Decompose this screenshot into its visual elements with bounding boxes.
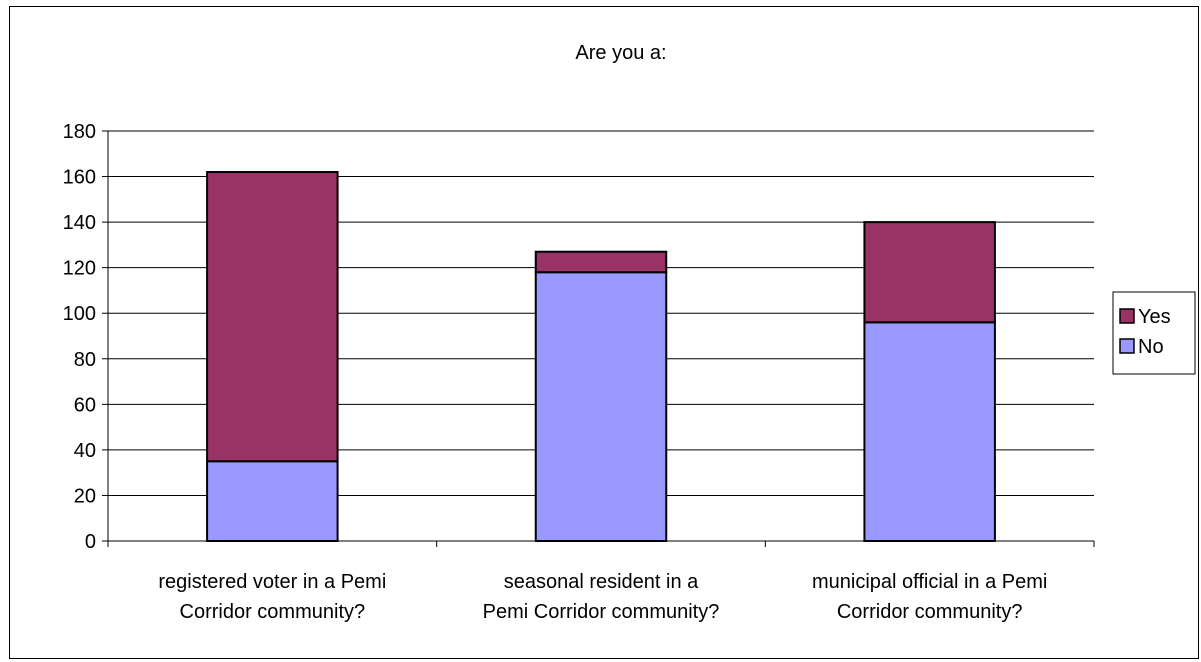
y-tick-label: 0 [85,531,96,553]
bar-yes [863,221,996,324]
bar-yes [206,171,339,463]
legend: Yes No [1112,291,1196,375]
y-tick-label: 40 [74,440,96,462]
x-category-label: municipal official in a Pemi Corridor com… [812,571,1047,623]
legend-swatch-yes [1119,308,1135,324]
legend-box [1112,291,1196,375]
y-tick-label: 180 [63,121,96,143]
y-tick-label: 60 [74,394,96,416]
bar-no [534,271,668,542]
bar-no [206,460,339,542]
y-tick-label: 120 [63,258,96,280]
bars [206,171,996,543]
y-tick-label: 80 [74,349,96,371]
y-tick-label: 140 [63,212,96,234]
legend-label-yes: Yes [1138,306,1171,328]
legend-swatch-no [1119,338,1135,354]
labels: 0 20 40 60 80 100 120 140 160 180 registered voter… [63,121,1048,623]
bar-no [863,321,996,543]
bar-yes [534,250,668,274]
chart-title: Are you a: [575,42,666,64]
x-category-label: registered voter in a Pemi Corridor commu… [158,571,386,623]
y-tick-label: 160 [63,167,96,189]
y-tick-label: 100 [63,303,96,325]
y-tick-label: 20 [74,485,96,507]
legend-label-no: No [1138,336,1164,358]
x-category-label: seasonal resident in a Pemi Corridor comm… [483,571,720,623]
